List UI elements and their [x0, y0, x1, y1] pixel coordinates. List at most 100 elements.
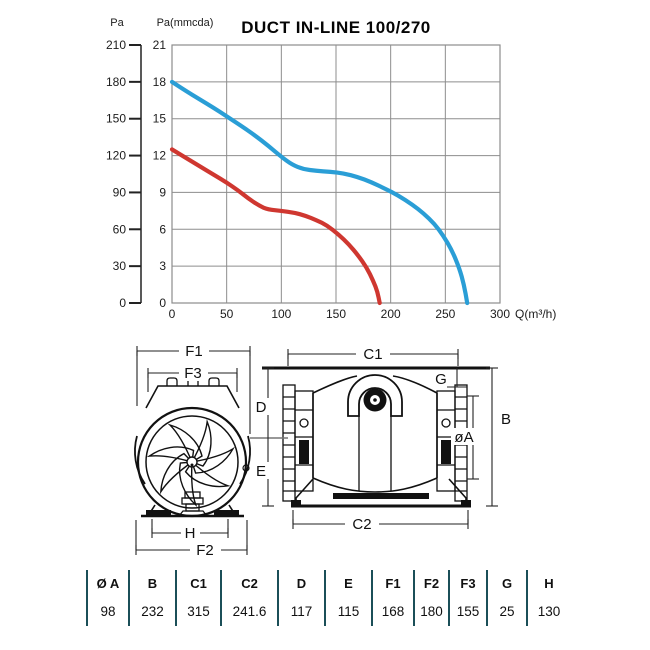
base-foot-right — [461, 500, 471, 506]
front-view-drawing: F1 F3 H F2 — [134, 343, 251, 559]
table-header-cell: B — [128, 570, 175, 598]
dim-g — [447, 368, 467, 388]
foot-right — [214, 510, 239, 516]
x-tick-label: 0 — [169, 307, 176, 321]
table-header-cell: D — [277, 570, 324, 598]
dim-c2-label: C2 — [352, 516, 371, 533]
dim-g-label: G — [435, 371, 447, 388]
dim-b — [486, 367, 498, 507]
chart-grid — [171, 44, 501, 304]
casing-top — [145, 385, 240, 409]
mmcda-axis-label: Pa(mmcda) — [157, 17, 214, 29]
dim-c2 — [292, 510, 469, 529]
mmcda-tick-label: 18 — [153, 75, 167, 89]
mmcda-tick-label: 0 — [159, 296, 166, 310]
clamp-right — [239, 435, 251, 485]
plot-border — [171, 44, 501, 304]
pa-tick-label: 0 — [119, 296, 126, 310]
dim-e-label-bg — [253, 462, 270, 479]
base-center-bar — [333, 493, 429, 499]
x-tick-label: 150 — [326, 307, 346, 321]
table-header-cell: C1 — [175, 570, 220, 598]
dim-d-label-bg — [253, 398, 270, 415]
mmcda-tick-label: 9 — [159, 185, 166, 199]
duct-ring-inner — [145, 415, 239, 509]
mmcda-tick-label: 12 — [153, 149, 167, 163]
table-header-cell: G — [486, 570, 526, 598]
dim-dia-a-label: øA — [454, 429, 473, 446]
red-curve — [169, 147, 382, 306]
impeller-hub — [186, 456, 198, 468]
motor-cap-dot — [373, 398, 377, 402]
chart-curves — [169, 79, 470, 306]
dim-h-label: H — [185, 525, 196, 542]
x-tick-label: 200 — [381, 307, 401, 321]
x-tick-label: 100 — [271, 307, 291, 321]
mmcda-tick-label: 3 — [159, 259, 166, 273]
table-header-cell: C2 — [220, 570, 277, 598]
mmcda-tick-label: 21 — [153, 38, 167, 52]
table-value-cell: 232 — [128, 598, 175, 626]
dim-c1-label-bg — [356, 346, 390, 362]
dim-f2-label-bg — [190, 542, 221, 558]
chart-title: DUCT IN-LINE 100/270 — [241, 18, 431, 37]
pa-secondary-axis: 0 30 60 90 120 150 180 210 — [106, 38, 142, 310]
pa-tick-label: 90 — [113, 185, 127, 199]
dim-h-label-bg — [181, 525, 200, 541]
impeller-hub-key — [190, 463, 194, 467]
x-tick-label: 50 — [220, 307, 234, 321]
table-value-cell: 115 — [324, 598, 371, 626]
table-value-cell: 130 — [526, 598, 570, 626]
table-value-cell: 315 — [175, 598, 220, 626]
dim-f2-label: F2 — [196, 542, 214, 559]
table-header-row: Ø A B C1 C2 D E F1 F2 F3 G H — [86, 570, 578, 598]
dim-dia-a-label-bg — [451, 428, 478, 445]
pa-tick-label: 120 — [106, 149, 126, 163]
mmcda-tick-label: 6 — [159, 222, 166, 236]
table-header-cell: F3 — [448, 570, 486, 598]
cable-gland — [178, 491, 208, 517]
table-value-row: 98 232 315 241.6 117 115 168 180 155 25 130 — [86, 598, 578, 626]
table-value-cell: 25 — [486, 598, 526, 626]
dim-f3-label-bg — [179, 365, 208, 381]
table-header-cell: Ø A — [86, 570, 128, 598]
side-view-drawing: C1 G D E — [250, 346, 511, 533]
table-header-cell: H — [526, 570, 570, 598]
pa-tick-label: 30 — [113, 259, 127, 273]
clamp-bolt — [242, 464, 250, 472]
dim-c1-label: C1 — [363, 346, 382, 363]
impeller-blades — [146, 418, 235, 508]
table-header-cell: F2 — [413, 570, 448, 598]
dim-f1-label-bg — [179, 343, 209, 359]
clamp-left — [134, 435, 146, 485]
motor-column — [358, 416, 392, 491]
dim-c2-label-bg — [345, 516, 379, 532]
pa-tick-label: 60 — [113, 222, 127, 236]
table-header-cell: E — [324, 570, 371, 598]
dim-f3-label: F3 — [184, 365, 202, 382]
foot-left — [146, 510, 171, 516]
pa-tick-label: 150 — [106, 112, 126, 126]
base-foot-left — [291, 500, 301, 506]
table-header-cell: F1 — [371, 570, 413, 598]
table-value-cell: 155 — [448, 598, 486, 626]
dim-d-label: D — [256, 399, 267, 416]
dim-b-label: B — [501, 411, 511, 428]
pa-tick-label: 180 — [106, 75, 126, 89]
x-tick-label: 300 — [490, 307, 510, 321]
performance-chart: DUCT IN-LINE 100/270 Pa Pa(mmcda) Q(m³/h… — [106, 17, 556, 321]
dim-e-label: E — [256, 463, 266, 480]
table-value-cell: 241.6 — [220, 598, 277, 626]
dim-f1-label: F1 — [185, 343, 203, 360]
mmcda-tick-label: 15 — [153, 112, 167, 126]
pa-axis-label: Pa — [110, 17, 124, 29]
flange-left — [282, 384, 314, 502]
blue-curve — [169, 79, 470, 306]
chart-tick-labels: 0 50 100 150 200 250 300 0 3 6 9 12 15 18 21 — [153, 38, 511, 321]
mounting-bracket — [347, 374, 403, 417]
dimensions-table: Ø A B C1 C2 D E F1 F2 F3 G H 98 232 315 241.6 117 115 16… — [86, 570, 578, 626]
table-value-cell: 98 — [86, 598, 128, 626]
table-value-cell: 180 — [413, 598, 448, 626]
flow-axis-label: Q(m³/h) — [515, 307, 556, 321]
